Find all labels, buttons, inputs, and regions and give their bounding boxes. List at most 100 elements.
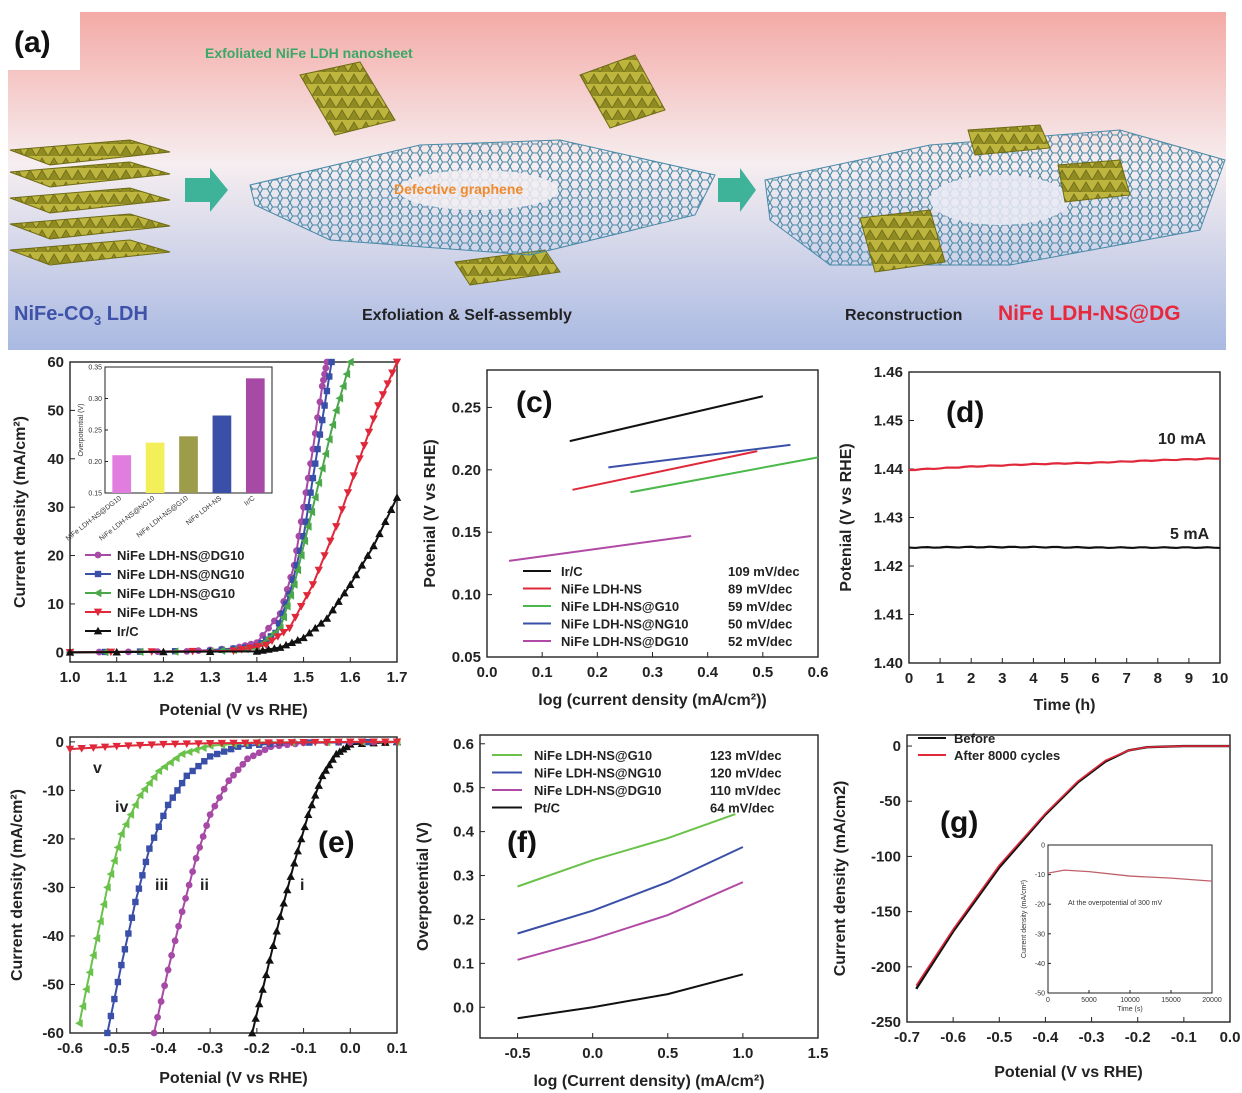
legend-label: NiFe LDH-NS@DG10 [117,548,245,563]
legend-label: NiFe LDH-NS [117,605,198,620]
data-point [150,834,158,841]
x-tick-label: -0.7 [894,1029,920,1046]
data-point [178,779,186,787]
y-tick-label: 1.44 [874,461,904,478]
inset-x-tick-label: 15000 [1161,997,1181,1004]
inset-bar [179,436,198,493]
x-tick-label: 9 [1185,670,1193,687]
data-point [293,636,302,644]
data-point [135,741,145,750]
data-point [300,822,309,831]
chart-c: 0.0 0.1 0.2 0.3 0.4 0.5 0.6 0.05 0.10 0.15 0.20 0.2… [422,369,829,709]
y-tick-label: -50 [879,793,901,810]
data-point [150,1029,158,1037]
data-point [339,381,347,391]
data-point [111,995,118,1003]
legend-label: NiFe LDH-NS@DG10 [534,783,662,798]
curve-label: iii [155,877,168,894]
data-point [177,749,186,759]
x-tick-label: 4 [1029,670,1038,687]
data-point [276,912,285,920]
x-tick-label: -0.1 [291,1040,317,1057]
data-point [234,743,242,750]
data-point [307,507,316,517]
inset-y-tick-label: 0.20 [88,459,102,466]
data-point [118,961,125,969]
data-point [364,428,374,437]
reconstructed-defect-hole [930,175,1070,225]
nanosheet-title: Exfoliated NiFe LDH nanosheet [205,45,413,61]
data-point [206,811,214,819]
legend-marker [94,551,102,559]
data-point [139,872,146,879]
data-point [328,358,335,366]
data-point [261,746,269,754]
inset-category-label: NiFe LDH-NS@NG10 [98,495,156,543]
data-point [343,489,353,497]
y-tick-label: 1.45 [874,413,903,430]
x-tick-label: 0 [905,670,913,687]
data-point [311,738,320,747]
legend-marker [93,626,103,635]
data-point [285,624,294,633]
y-tick-label: -40 [42,928,64,945]
y-tick-label: -250 [871,1014,901,1031]
data-point [185,881,193,889]
data-point [172,754,180,763]
data-point [322,614,332,622]
x-tick-label: 0.6 [808,664,829,681]
plot-frame [69,361,398,663]
plot-frame [69,736,398,1034]
chart-e: -0.6 -0.5 -0.4 -0.3 -0.2 -0.1 0.0 0.1 0 -10 -20 -30… [9,734,407,1087]
y-tick-label: 0.1 [453,955,474,972]
x-tick-label: 0.0 [340,1040,361,1057]
data-point [297,551,305,560]
legend-slope: 50 mV/dec [728,617,792,632]
y-tick-label: 0.3 [453,868,474,885]
x-tick-label: 1.0 [60,669,81,686]
data-point [220,785,228,793]
data-point [125,930,132,937]
data-point [340,588,349,597]
data-point [279,610,286,617]
data-point [159,740,168,749]
x-tick-label: -0.2 [1125,1029,1151,1046]
legend-label: Before [954,731,995,746]
data-point [381,517,390,526]
data-point [247,1028,257,1037]
data-point [189,868,197,876]
data-point [166,758,174,767]
y-axis-label: Potenial (V vs RHE) [838,443,855,591]
data-point [249,752,257,760]
data-point [302,518,310,525]
product-label: NiFe LDH-NS@DG [998,302,1181,325]
y-tick-label: 1.46 [874,364,903,381]
x-tick-label: 1.4 [246,669,268,686]
data-point [269,941,278,950]
plot-frame [479,734,819,1039]
y-tick-label: 0.20 [452,462,481,479]
data-point [320,376,327,384]
data-point [273,633,283,641]
data-point [132,898,139,906]
data-point [318,771,327,780]
data-point [117,829,125,839]
y-tick-label: -60 [42,1025,64,1042]
panel-a-label-box [8,12,80,70]
data-point [135,791,144,800]
data-point [154,1013,161,1021]
y-axis-label: Overpotential (V) [415,822,432,951]
data-point [281,640,291,649]
inset-bar [245,378,265,493]
data-point [171,937,179,945]
data-point [78,1002,87,1011]
data-point [272,926,281,935]
data-point [275,620,283,627]
data-point [328,605,337,614]
data-point [161,982,168,990]
chart-f: -0.5 0.0 0.5 1.0 1.5 0.0 0.1 0.2 0.3 0.4 0.5 0.6 log… [415,734,828,1090]
x-tick-label: 1.3 [200,669,221,686]
graphene-defect-hole [398,170,558,210]
data-point [155,823,162,830]
legend-slope: 89 mV/dec [728,582,792,597]
